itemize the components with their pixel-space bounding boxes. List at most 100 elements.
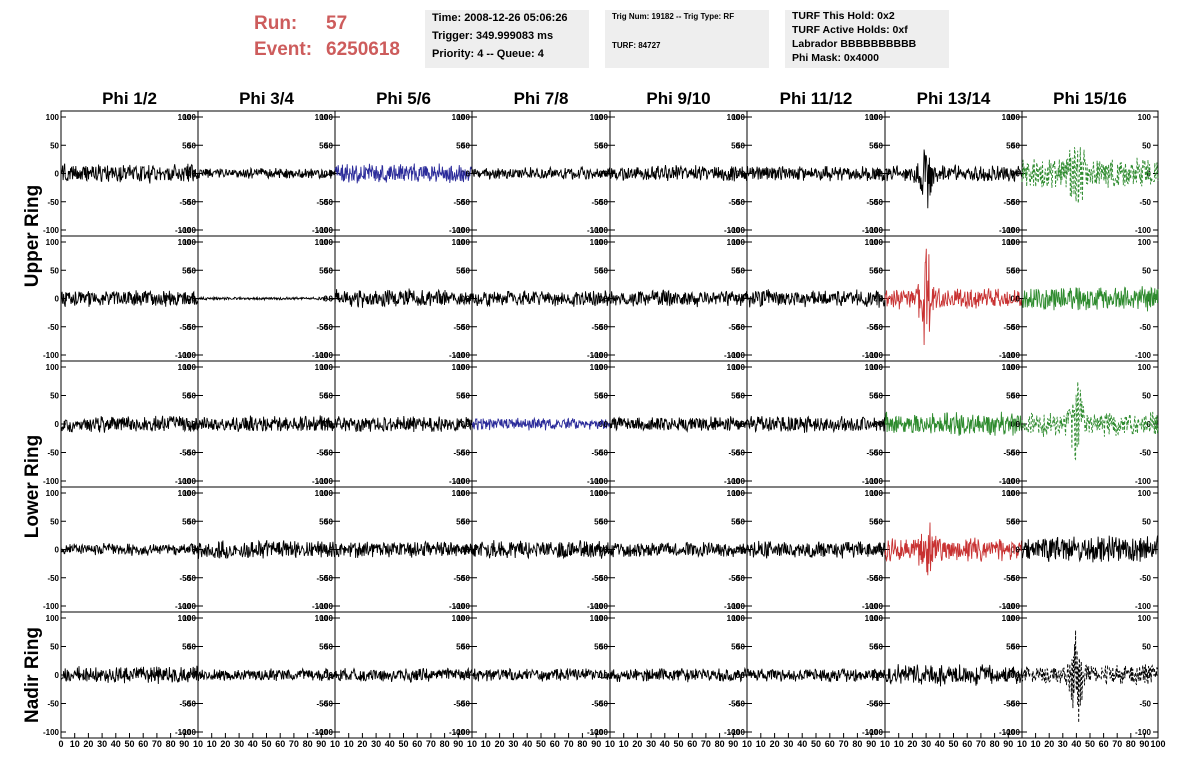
x-tick-label: 10 (880, 739, 890, 749)
run-label: Run: (254, 13, 298, 34)
y-tick-label: 0 (1016, 295, 1021, 304)
y-tick-label: 50 (599, 643, 608, 652)
y-tick-label: 0 (741, 295, 746, 304)
y-tick-label: 100 (595, 113, 609, 122)
x-tick-label: 80 (303, 739, 313, 749)
y-tick-label: 100 (46, 113, 60, 122)
y-tick-label: 100 (1007, 238, 1021, 247)
y-tick-label: 0 (1011, 546, 1016, 555)
y-tick-label: 50 (456, 643, 465, 652)
x-tick-label: 100 (1150, 739, 1165, 749)
y-tick-label: 50 (731, 643, 740, 652)
y-tick-label: -50 (866, 449, 878, 458)
y-tick-label: 50 (1142, 643, 1151, 652)
y-tick-label: -100 (317, 602, 334, 611)
y-tick-label: -100 (999, 602, 1016, 611)
y-tick-label: 0 (192, 170, 197, 179)
y-tick-label: 100 (183, 489, 197, 498)
y-tick-label: 50 (869, 643, 878, 652)
waveform-trace (1021, 286, 1159, 312)
y-tick-label: 50 (1142, 517, 1151, 526)
phi-mask-line: Phi Mask: 0x4000 (792, 52, 879, 64)
event-label: Event: (254, 39, 313, 60)
y-tick-label: 0 (329, 295, 334, 304)
y-tick-label: 50 (731, 517, 740, 526)
y-tick-label: 100 (1138, 113, 1152, 122)
waveform-trace (334, 540, 473, 558)
x-tick-label: 90 (866, 739, 876, 749)
y-tick-label: -100 (454, 351, 471, 360)
x-tick-label: 40 (385, 739, 395, 749)
y-tick-label: 100 (452, 489, 466, 498)
waveform-trace (746, 289, 886, 308)
turf-info-box: TURF This Hold: 0x2 TURF Active Holds: 0… (785, 10, 949, 68)
waveform-trace (1021, 630, 1159, 723)
y-tick-label: -100 (312, 351, 329, 360)
waveform-trace (197, 539, 336, 560)
y-tick-label: 100 (183, 363, 197, 372)
y-tick-label: 100 (178, 113, 192, 122)
waveform-trace (471, 165, 611, 181)
column-title: Phi 13/14 (917, 89, 991, 108)
x-tick-label: 60 (550, 739, 560, 749)
waveform-trace (197, 415, 336, 432)
y-tick-label: 100 (1007, 113, 1021, 122)
y-tick-label: -100 (592, 477, 609, 486)
y-tick-label: -50 (596, 449, 608, 458)
y-tick-label: 100 (1002, 238, 1016, 247)
y-tick-label: 50 (1011, 266, 1020, 275)
y-tick-label: -50 (458, 700, 470, 709)
trig-info-box: Trig Num: 19182 -- Trig Type: RF TURF: 8… (605, 10, 769, 68)
y-tick-label: -100 (862, 477, 879, 486)
x-tick-label: 10 (193, 739, 203, 749)
waveform-trace (334, 415, 473, 433)
y-tick-label: -100 (43, 728, 60, 737)
y-tick-label: 0 (329, 420, 334, 429)
y-tick-label: -100 (729, 226, 746, 235)
y-tick-label: -100 (724, 351, 741, 360)
y-tick-label: -50 (179, 574, 191, 583)
y-tick-label: 100 (183, 238, 197, 247)
y-tick-label: 50 (187, 141, 196, 150)
y-tick-label: 100 (595, 238, 609, 247)
y-tick-label: 0 (55, 546, 60, 555)
y-tick-label: -100 (312, 226, 329, 235)
y-tick-label: 50 (182, 643, 191, 652)
y-tick-label: -50 (321, 198, 333, 207)
y-tick-label: -50 (453, 574, 465, 583)
x-tick-label: 20 (632, 739, 642, 749)
y-tick-label: -50 (47, 198, 59, 207)
y-tick-label: 50 (461, 517, 470, 526)
y-tick-label: 100 (46, 614, 60, 623)
y-tick-label: 50 (1011, 141, 1020, 150)
y-tick-label: 0 (192, 295, 197, 304)
y-tick-label: -100 (587, 351, 604, 360)
y-tick-label: -100 (592, 226, 609, 235)
y-tick-label: 50 (50, 266, 59, 275)
y-tick-label: 100 (320, 238, 334, 247)
waveform-trace (746, 540, 886, 559)
y-tick-label: -100 (180, 351, 197, 360)
y-tick-label: 50 (187, 643, 196, 652)
y-tick-label: 0 (879, 671, 884, 680)
y-tick-label: 0 (604, 420, 609, 429)
y-tick-label: 50 (731, 392, 740, 401)
y-tick-label: -100 (43, 226, 60, 235)
column-title: Phi 1/2 (102, 89, 157, 108)
y-tick-label: -50 (591, 198, 603, 207)
y-tick-label: 100 (595, 363, 609, 372)
y-tick-label: 0 (466, 671, 471, 680)
y-tick-label: 0 (879, 170, 884, 179)
y-tick-label: -100 (312, 602, 329, 611)
y-tick-label: 50 (324, 392, 333, 401)
y-tick-label: -50 (866, 323, 878, 332)
ring-label: Nadir Ring (22, 627, 43, 723)
y-tick-label: 0 (324, 295, 329, 304)
y-tick-label: 100 (590, 614, 604, 623)
y-tick-label: -100 (867, 351, 884, 360)
y-tick-label: -100 (724, 226, 741, 235)
y-tick-label: 50 (456, 141, 465, 150)
x-tick-label: 20 (770, 739, 780, 749)
y-tick-label: 50 (874, 517, 883, 526)
y-tick-label: 50 (461, 392, 470, 401)
